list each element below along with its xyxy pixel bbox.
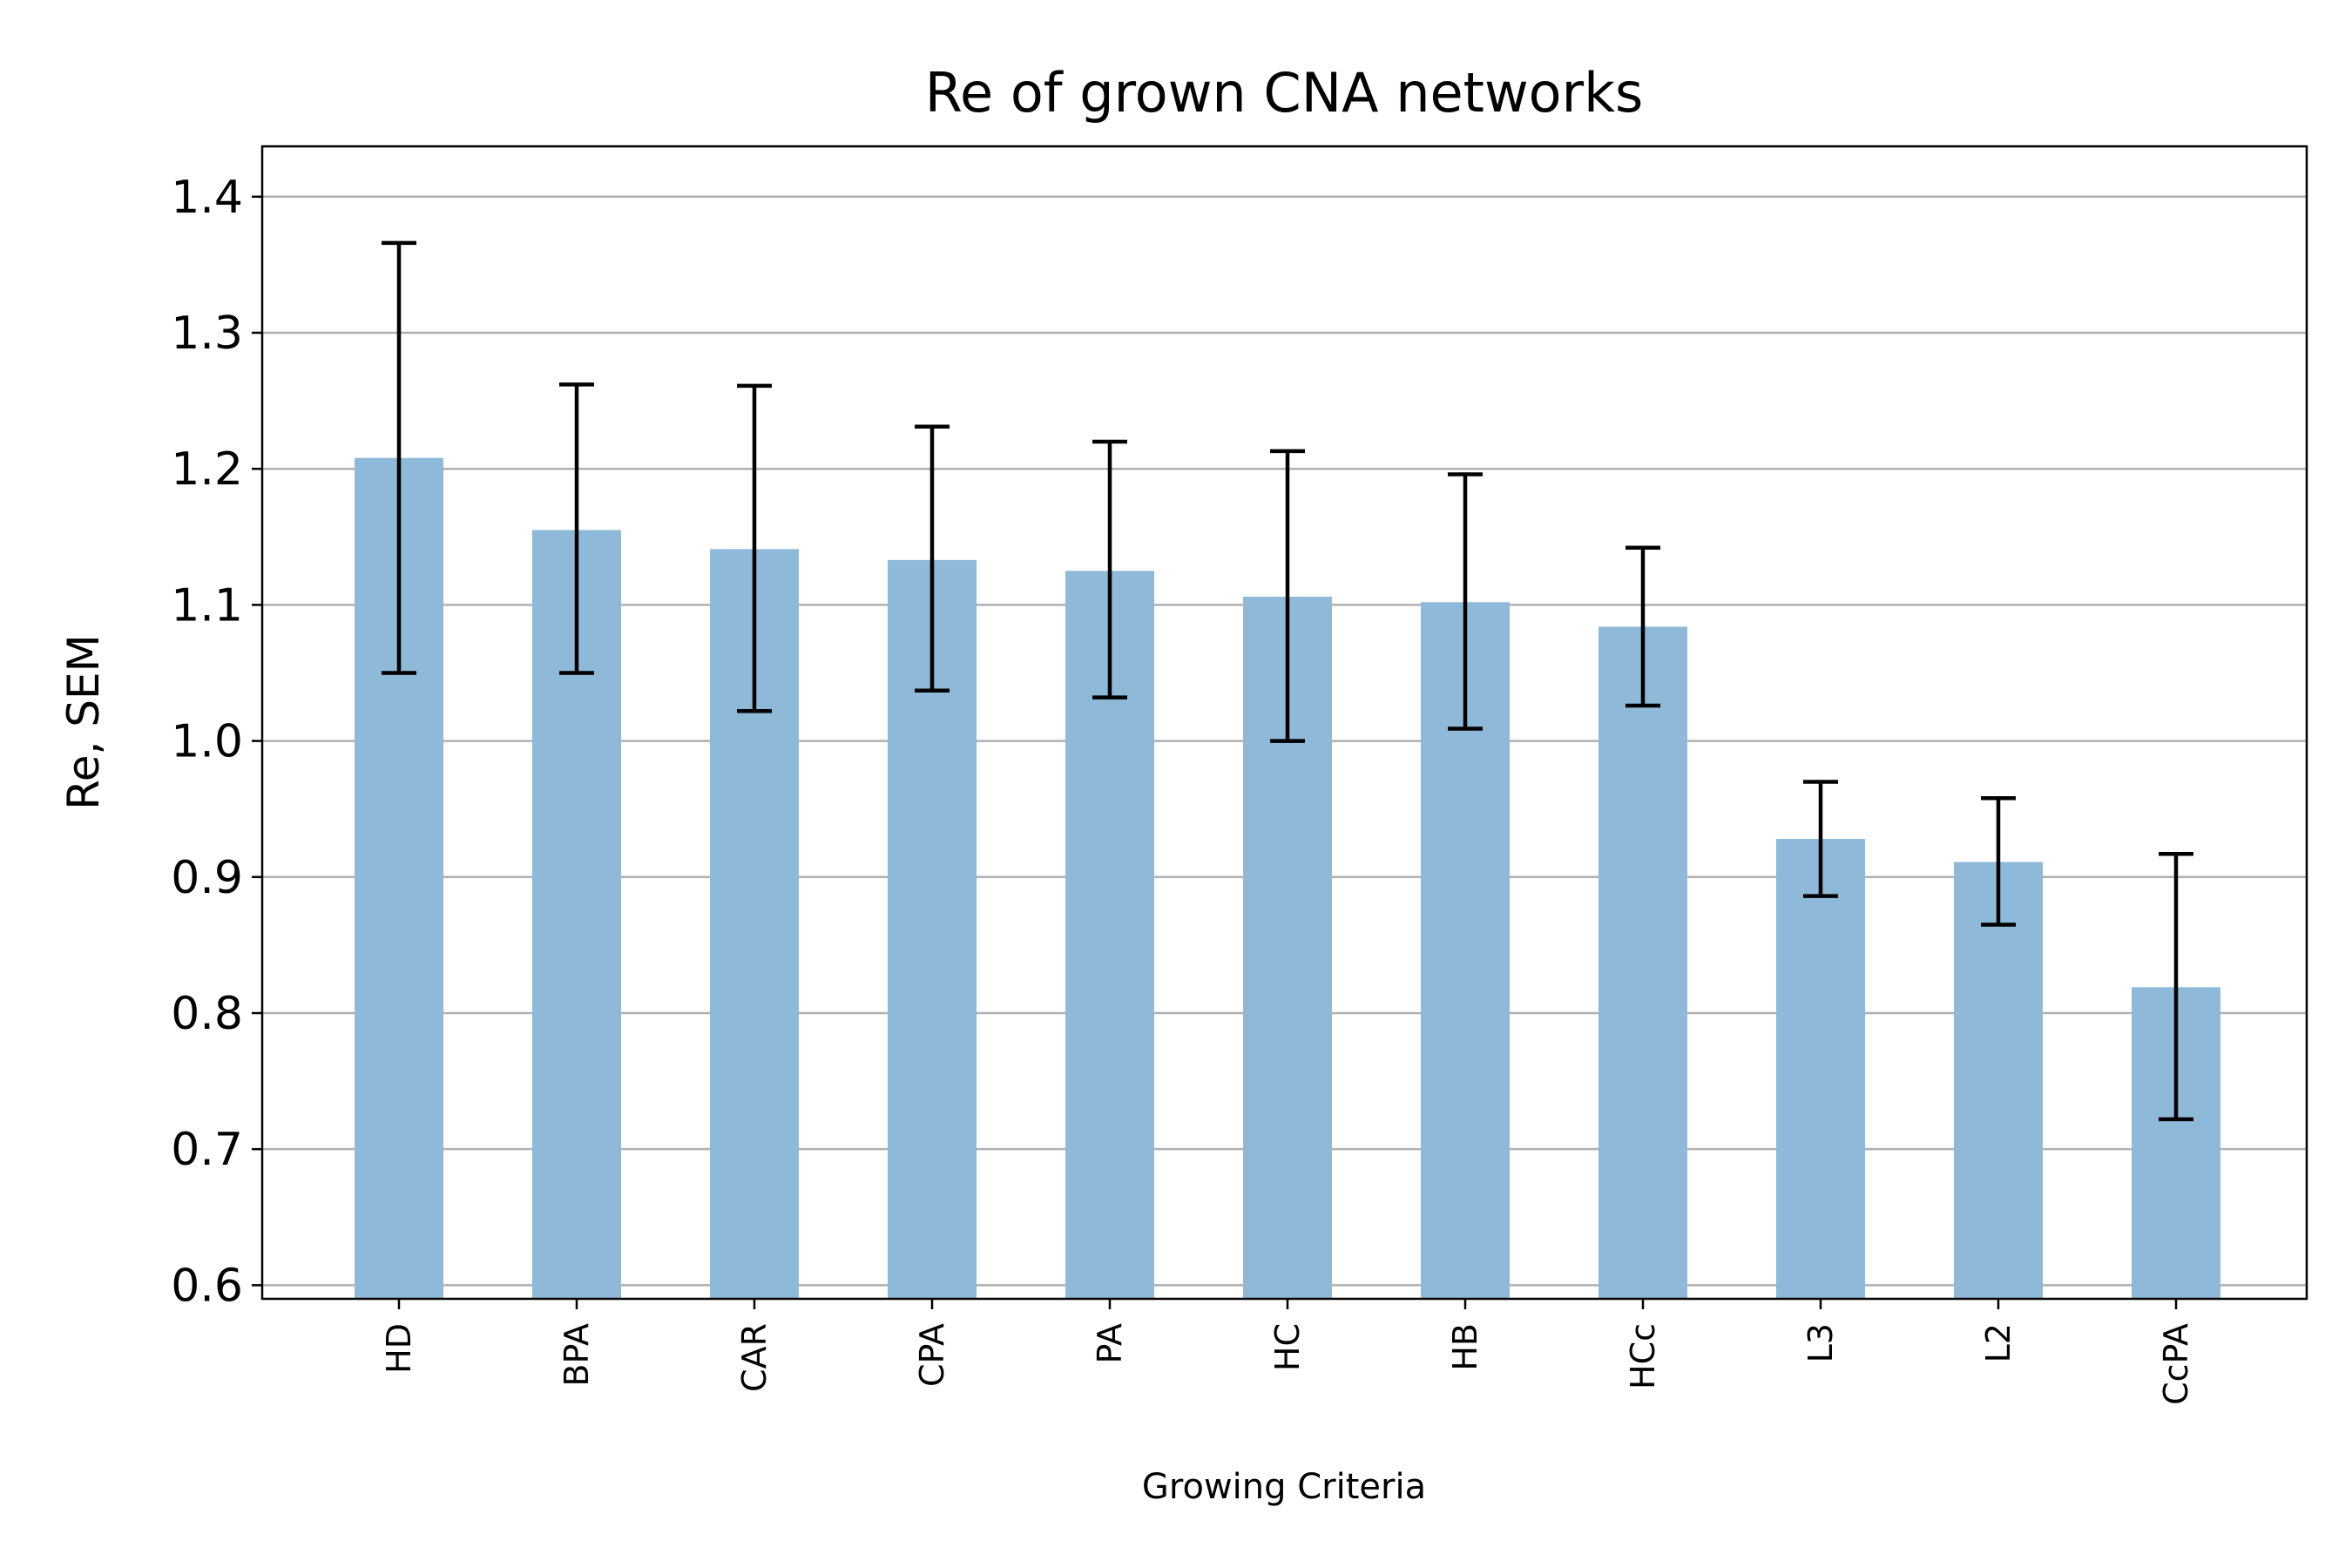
bar-l3 — [1776, 839, 1865, 1299]
x-tick-label-pa: PA — [1091, 1323, 1129, 1363]
x-tick-label-l3: L3 — [1801, 1323, 1840, 1362]
error-bar-car — [737, 383, 772, 713]
y-tick-label: 1.3 — [171, 308, 243, 360]
bar-l2 — [1954, 862, 2043, 1299]
x-tick-label-cpa: CPA — [913, 1323, 951, 1387]
error-bar-hcc — [1625, 545, 1660, 708]
y-tick-label: 1.4 — [171, 172, 243, 224]
error-bar-pa — [1092, 439, 1127, 700]
error-bar-cpa — [915, 424, 950, 693]
error-bar-hd — [382, 240, 416, 675]
x-tick-label-car: CAR — [735, 1323, 774, 1392]
x-axis-ticks: HD BPA CAR CPA PA HC HB HCc L3 L2 CcPA — [380, 1299, 2195, 1405]
x-tick-label-hc: HC — [1268, 1323, 1307, 1371]
bar-hcc — [1598, 626, 1687, 1299]
y-tick-label: 0.6 — [171, 1260, 243, 1312]
x-tick-label-ccpa: CcPA — [2157, 1323, 2195, 1405]
y-tick-label: 1.1 — [171, 579, 243, 632]
bars — [355, 457, 2220, 1299]
y-tick-label: 1.2 — [171, 443, 243, 496]
y-tick-label: 1.0 — [171, 716, 243, 768]
y-tick-label: 0.8 — [171, 988, 243, 1040]
x-tick-label-l2: L2 — [1979, 1323, 2017, 1362]
error-bar-bpa — [559, 382, 594, 675]
error-bar-l2 — [1981, 795, 2016, 927]
plot-area-frame — [260, 145, 2308, 1301]
y-axis-ticks: 0.6 0.7 0.8 0.9 1.0 1.1 1.2 1.3 1.4 — [171, 172, 262, 1312]
error-bar-ccpa — [2159, 851, 2193, 1122]
x-axis-label: Growing Criteria — [1142, 1467, 1426, 1507]
y-axis-label: Re, SEM — [58, 634, 109, 810]
error-bar-hc — [1270, 449, 1305, 743]
error-bars — [382, 240, 2193, 1122]
x-tick-label-hd: HD — [380, 1323, 418, 1374]
chart-title: Re of grown CNA networks — [925, 61, 1644, 125]
y-tick-label: 0.7 — [171, 1124, 243, 1176]
error-bar-hb — [1448, 472, 1483, 731]
x-tick-label-hcc: HCc — [1624, 1323, 1662, 1389]
x-tick-label-bpa: BPA — [558, 1323, 596, 1387]
error-bar-l3 — [1803, 780, 1838, 898]
y-tick-label: 0.9 — [171, 852, 243, 904]
x-tick-label-hb: HB — [1446, 1323, 1484, 1371]
